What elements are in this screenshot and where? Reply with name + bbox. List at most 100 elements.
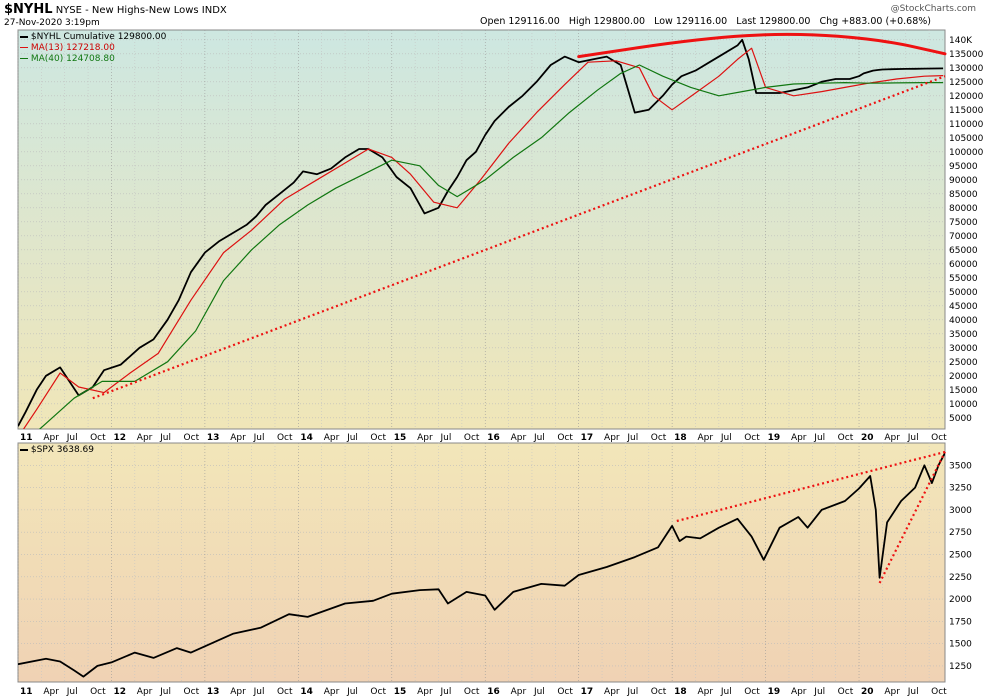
legend-label-price: $NYHL Cumulative 129800.00 xyxy=(30,32,167,42)
top-x-tick-label: 13 xyxy=(207,433,220,443)
bottom-x-tick-label: Jul xyxy=(440,687,452,697)
top-x-tick-label: Oct xyxy=(838,433,854,443)
bottom-x-tick-label: 19 xyxy=(768,687,781,697)
header-title-line: $NYHL NYSE - New Highs-New Lows INDX xyxy=(4,2,227,17)
top-y-tick-label: 95000 xyxy=(949,162,978,172)
top-x-tick-label: Jul xyxy=(253,433,265,443)
bottom-x-tick-label: 14 xyxy=(300,687,313,697)
top-y-tick-label: 10000 xyxy=(949,400,978,410)
bottom-y-tick-label: 2750 xyxy=(949,528,972,538)
top-y-tick-label: 15000 xyxy=(949,386,978,396)
bottom-x-tick-label: 15 xyxy=(394,687,407,697)
top-y-tick-label: 60000 xyxy=(949,260,978,270)
top-series-ma-40-line xyxy=(38,64,944,429)
bottom-series-spx-line xyxy=(18,452,945,678)
top-x-tick-label: Jul xyxy=(159,433,171,443)
top-y-tick-label: 75000 xyxy=(949,218,978,228)
bottom-x-tick-label: Jul xyxy=(720,687,732,697)
top-x-tick-label: Apr xyxy=(604,433,620,443)
top-series-ma-13-line xyxy=(22,47,944,429)
top-y-tick-label: 5000 xyxy=(949,414,972,424)
bottom-y-tick-label: 3500 xyxy=(949,461,972,471)
header-date: 27-Nov-2020 3:19pm xyxy=(4,18,100,28)
top-top-arc-trend xyxy=(577,32,947,59)
top-x-tick-label: Jul xyxy=(66,433,78,443)
bottom-x-tick-label: Oct xyxy=(370,687,386,697)
top-x-tick-label: Oct xyxy=(277,433,293,443)
top-x-tick-label: Apr xyxy=(884,433,900,443)
top-x-tick-label: 20 xyxy=(861,433,874,443)
top-x-tick-label: Oct xyxy=(557,433,573,443)
top-x-tick-label: 14 xyxy=(300,433,313,443)
bottom-x-tick-label: Oct xyxy=(464,687,480,697)
bottom-x-tick-label: Oct xyxy=(838,687,854,697)
top-x-tick-label: Apr xyxy=(417,433,433,443)
top-y-tick-label: 25000 xyxy=(949,358,978,368)
bottom-x-tick-label: Oct xyxy=(90,687,106,697)
legend-swatch-ma13 xyxy=(20,47,28,48)
top-y-tick-label: 30000 xyxy=(949,344,978,354)
top-panel-background xyxy=(17,29,946,430)
top-y-tick-label: 110000 xyxy=(949,120,984,130)
bottom-y-tick-label: 1250 xyxy=(949,662,972,672)
top-y-tick-label: 85000 xyxy=(949,190,978,200)
bottom-panel-background xyxy=(17,442,946,683)
top-x-tick-label: 16 xyxy=(487,433,500,443)
top-x-tick-label: Apr xyxy=(43,433,59,443)
header-ohlc: Open 129116.00 High 129800.00 Low 129116… xyxy=(480,16,931,27)
top-y-tick-label: 115000 xyxy=(949,106,984,116)
top-x-tick-label: Oct xyxy=(931,433,947,443)
top-y-tick-label: 45000 xyxy=(949,302,978,312)
legend-swatch-spx xyxy=(20,448,28,451)
top-x-tick-label: Apr xyxy=(511,433,527,443)
top-x-tick-label: Oct xyxy=(184,433,200,443)
bottom-x-tick-label: Oct xyxy=(931,687,947,697)
bottom-y-tick-label: 2500 xyxy=(949,550,972,560)
top-y-tick-label: 105000 xyxy=(949,134,984,144)
bottom-x-tick-label: Oct xyxy=(651,687,667,697)
top-x-tick-label: Jul xyxy=(626,433,638,443)
bottom-x-tick-label: 16 xyxy=(487,687,500,697)
bottom-x-tick-label: Apr xyxy=(791,687,807,697)
top-x-tick-label: Oct xyxy=(370,433,386,443)
bottom-x-tick-label: Jul xyxy=(66,687,78,697)
bottom-y-tick-label: 3000 xyxy=(949,506,972,516)
legend-top-price: $NYHL Cumulative 129800.00 xyxy=(20,32,166,42)
top-y-tick-label: 100000 xyxy=(949,148,984,158)
top-y-tick-label: 135000 xyxy=(949,50,984,60)
bottom-x-tick-label: Oct xyxy=(184,687,200,697)
top-y-tick-label: 120000 xyxy=(949,92,984,102)
top-y-tick-label: 80000 xyxy=(949,204,978,214)
symbol-label: $NYHL xyxy=(4,2,53,17)
bottom-x-tick-label: Apr xyxy=(511,687,527,697)
top-y-tick-label: 40000 xyxy=(949,316,978,326)
bottom-y-tick-label: 1750 xyxy=(949,617,972,627)
bottom-series xyxy=(18,452,945,678)
bottom-x-tick-label: Jul xyxy=(253,687,265,697)
top-overflow-marks xyxy=(92,32,947,400)
bottom-x-tick-label: 12 xyxy=(113,687,126,697)
top-x-tick-label: Jul xyxy=(720,433,732,443)
bottom-y-tick-label: 2250 xyxy=(949,573,972,583)
top-x-tick-label: Apr xyxy=(230,433,246,443)
legend-label-ma40: MA(40) 124708.80 xyxy=(30,54,115,64)
top-y-tick-label: 50000 xyxy=(949,288,978,298)
top-y-tick-label: 20000 xyxy=(949,372,978,382)
top-y-tick-label: 55000 xyxy=(949,274,978,284)
top-x-tick-label: Apr xyxy=(791,433,807,443)
top-series xyxy=(18,38,944,429)
top-x-tick-label: Oct xyxy=(464,433,480,443)
top-x-tick-label: Apr xyxy=(697,433,713,443)
legend-bottom-price: $SPX 3638.69 xyxy=(20,445,94,455)
bottom-x-tick-label: Jul xyxy=(159,687,171,697)
bottom-x-axis: 11 Apr Jul Oct 12 Apr Jul Oct 13 Apr Jul Oct 14 Apr Ju… xyxy=(20,687,947,697)
top-x-tick-label: Jul xyxy=(907,433,919,443)
top-x-tick-label: 15 xyxy=(394,433,407,443)
bottom-x-tick-label: Apr xyxy=(884,687,900,697)
bottom-x-tick-label: Apr xyxy=(137,687,153,697)
top-y-axis: 5000 10000 15000 20000 25000 30000 35000 40000 4… xyxy=(949,36,984,424)
bottom-x-tick-label: 20 xyxy=(861,687,874,697)
top-x-tick-label: Apr xyxy=(137,433,153,443)
legend-label-ma13: MA(13) 127218.00 xyxy=(30,43,115,53)
bottom-x-tick-label: 18 xyxy=(674,687,687,697)
